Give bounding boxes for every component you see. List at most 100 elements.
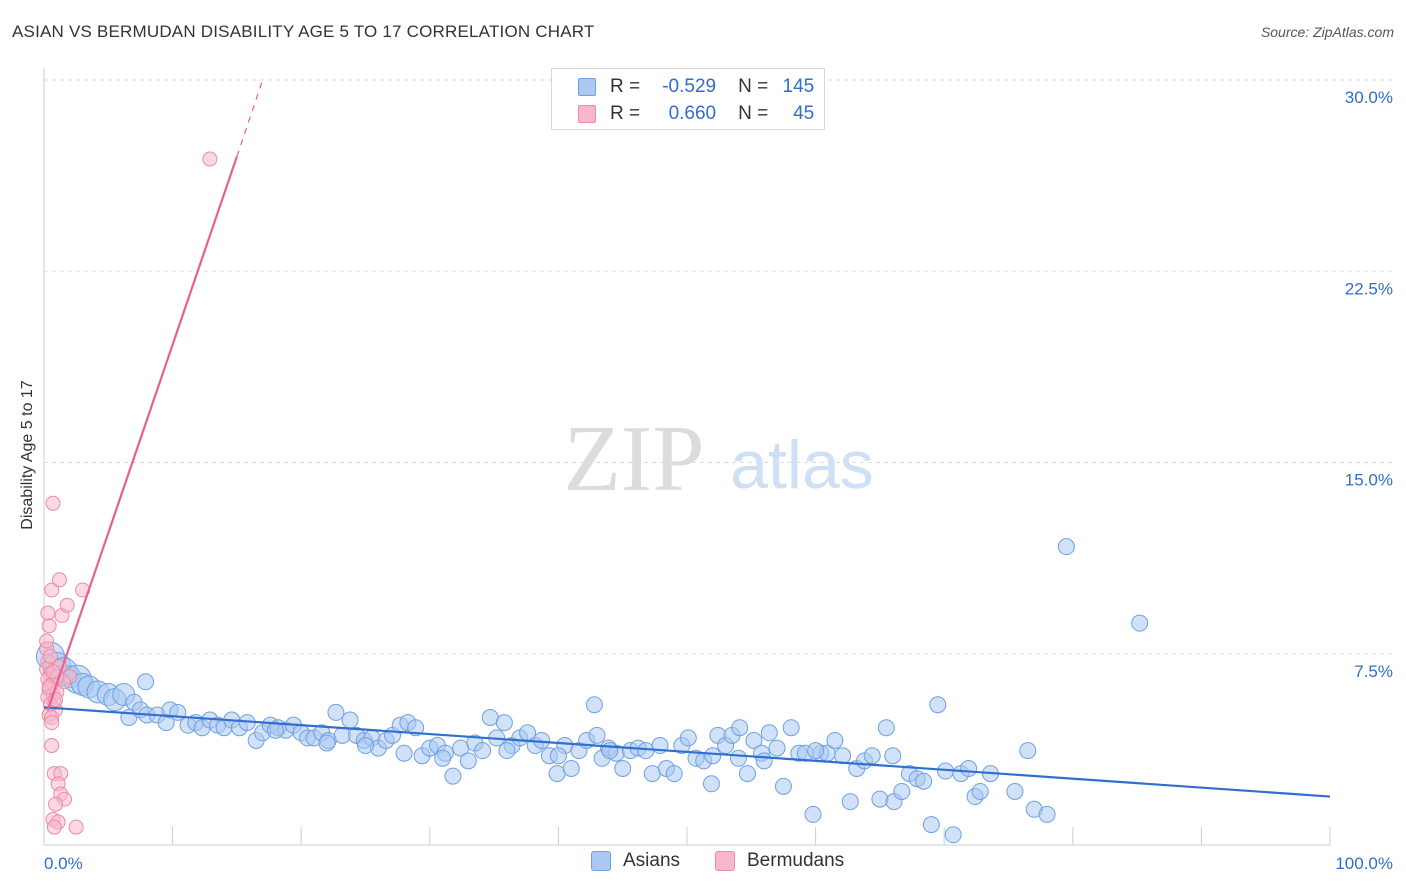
asian-point: [1038, 805, 1056, 823]
asian-point: [704, 747, 722, 765]
source-label: Source: ZipAtlas.com: [1260, 24, 1394, 40]
series-legend: Asians Bermudans: [0, 850, 1406, 878]
asian-point: [960, 760, 978, 777]
x-tick-label: 0.0%: [44, 854, 83, 873]
bermudan-point: [42, 648, 58, 664]
asians-points: [35, 538, 1149, 844]
asian-point: [643, 765, 661, 783]
asian-point: [498, 742, 516, 760]
asian-point: [915, 772, 933, 790]
asian-point: [841, 793, 859, 811]
bermudan-point: [51, 572, 67, 588]
legend-item-asians[interactable]: Asians: [591, 850, 680, 872]
asian-point: [738, 765, 756, 783]
asian-point: [863, 747, 881, 765]
asian-point: [774, 777, 792, 795]
asian-point: [702, 775, 720, 793]
bermudan-point: [45, 495, 61, 511]
asians-legend-label: Asians: [623, 850, 681, 871]
bermudan-point: [44, 715, 60, 731]
asian-point: [929, 696, 947, 714]
bermudan-point: [39, 633, 55, 649]
n-value: 45: [793, 103, 815, 124]
bermudan-point: [40, 605, 56, 621]
bermudan-point: [46, 819, 62, 835]
asian-point: [481, 709, 499, 726]
y-tick-label: 22.5%: [1345, 279, 1393, 298]
asian-point: [327, 703, 345, 721]
n-value: 145: [782, 76, 815, 97]
asian-point: [318, 734, 336, 752]
bermudans-trendline-extension: [236, 79, 264, 157]
asian-point: [1006, 782, 1024, 800]
asian-point: [782, 719, 800, 737]
legend-row-bermudans: R = 0.660 N = 45: [578, 103, 814, 125]
y-tick-label: 30.0%: [1345, 88, 1393, 107]
bermudan-point: [44, 582, 60, 598]
trendlines: [43, 79, 1331, 798]
chart-title: ASIAN VS BERMUDAN DISABILITY AGE 5 TO 17…: [12, 22, 595, 41]
asian-point: [333, 726, 351, 744]
x-tick-label: 100.0%: [1335, 854, 1393, 873]
asian-point: [944, 826, 962, 844]
asian-point: [395, 744, 413, 762]
asian-point: [495, 714, 513, 732]
asian-point: [585, 696, 603, 714]
bermudan-point: [45, 664, 61, 680]
asian-point: [637, 742, 655, 760]
r-value: -0.529: [662, 76, 717, 97]
asian-point: [601, 742, 619, 760]
asian-point: [434, 749, 452, 767]
asian-point: [922, 816, 940, 834]
asian-point: [826, 731, 844, 749]
asians-legend-swatch: [591, 851, 611, 871]
asian-point: [1057, 538, 1075, 556]
watermark-atlas: atlas: [730, 427, 874, 503]
asian-point: [1019, 742, 1037, 760]
bermudan-point: [59, 597, 75, 613]
asian-point: [760, 724, 778, 742]
asian-point: [884, 747, 902, 765]
n-label: N =: [738, 103, 769, 124]
asians-swatch: [578, 78, 596, 96]
asian-point: [807, 742, 825, 760]
bermudans-trendline: [46, 156, 238, 711]
watermark: ZIP atlas: [564, 407, 874, 511]
asian-point: [893, 782, 911, 800]
asian-point: [549, 747, 567, 765]
asian-point: [1131, 614, 1149, 632]
asian-point: [459, 752, 477, 770]
asian-point: [729, 749, 747, 767]
asian-point: [474, 742, 492, 760]
asian-point: [804, 805, 822, 823]
grid-layer: [44, 79, 1392, 655]
bermudans-swatch: [578, 105, 596, 123]
asian-point: [444, 767, 462, 785]
legend-row-asians: R = -0.529 N = 145: [578, 76, 814, 98]
n-label: N =: [738, 76, 769, 97]
r-value: 0.660: [668, 103, 717, 124]
asian-point: [137, 673, 155, 691]
asian-point: [768, 739, 786, 757]
bermudan-point: [68, 819, 84, 835]
tick-labels: 7.5% 15.0% 22.5% 30.0% 0.0% 100.0%: [44, 88, 1393, 873]
asian-point: [357, 737, 374, 755]
asian-point: [877, 719, 895, 737]
bermudan-point: [44, 738, 60, 754]
correlation-legend: R = -0.529 N = 145 R = 0.660 N = 45: [551, 68, 825, 130]
asian-point: [679, 729, 697, 747]
r-label: R =: [610, 103, 641, 124]
bermudan-point: [202, 151, 218, 167]
asian-point: [755, 752, 773, 770]
bermudans-legend-label: Bermudans: [747, 850, 845, 871]
legend-item-bermudans[interactable]: Bermudans: [715, 850, 844, 872]
asian-point: [871, 790, 889, 808]
asian-point: [614, 760, 632, 777]
asian-point: [266, 721, 284, 739]
asian-point: [971, 782, 989, 800]
bermudan-point: [41, 618, 57, 634]
asian-point: [407, 719, 425, 737]
y-tick-label: 7.5%: [1354, 662, 1393, 681]
watermark-zip: ZIP: [564, 407, 705, 511]
